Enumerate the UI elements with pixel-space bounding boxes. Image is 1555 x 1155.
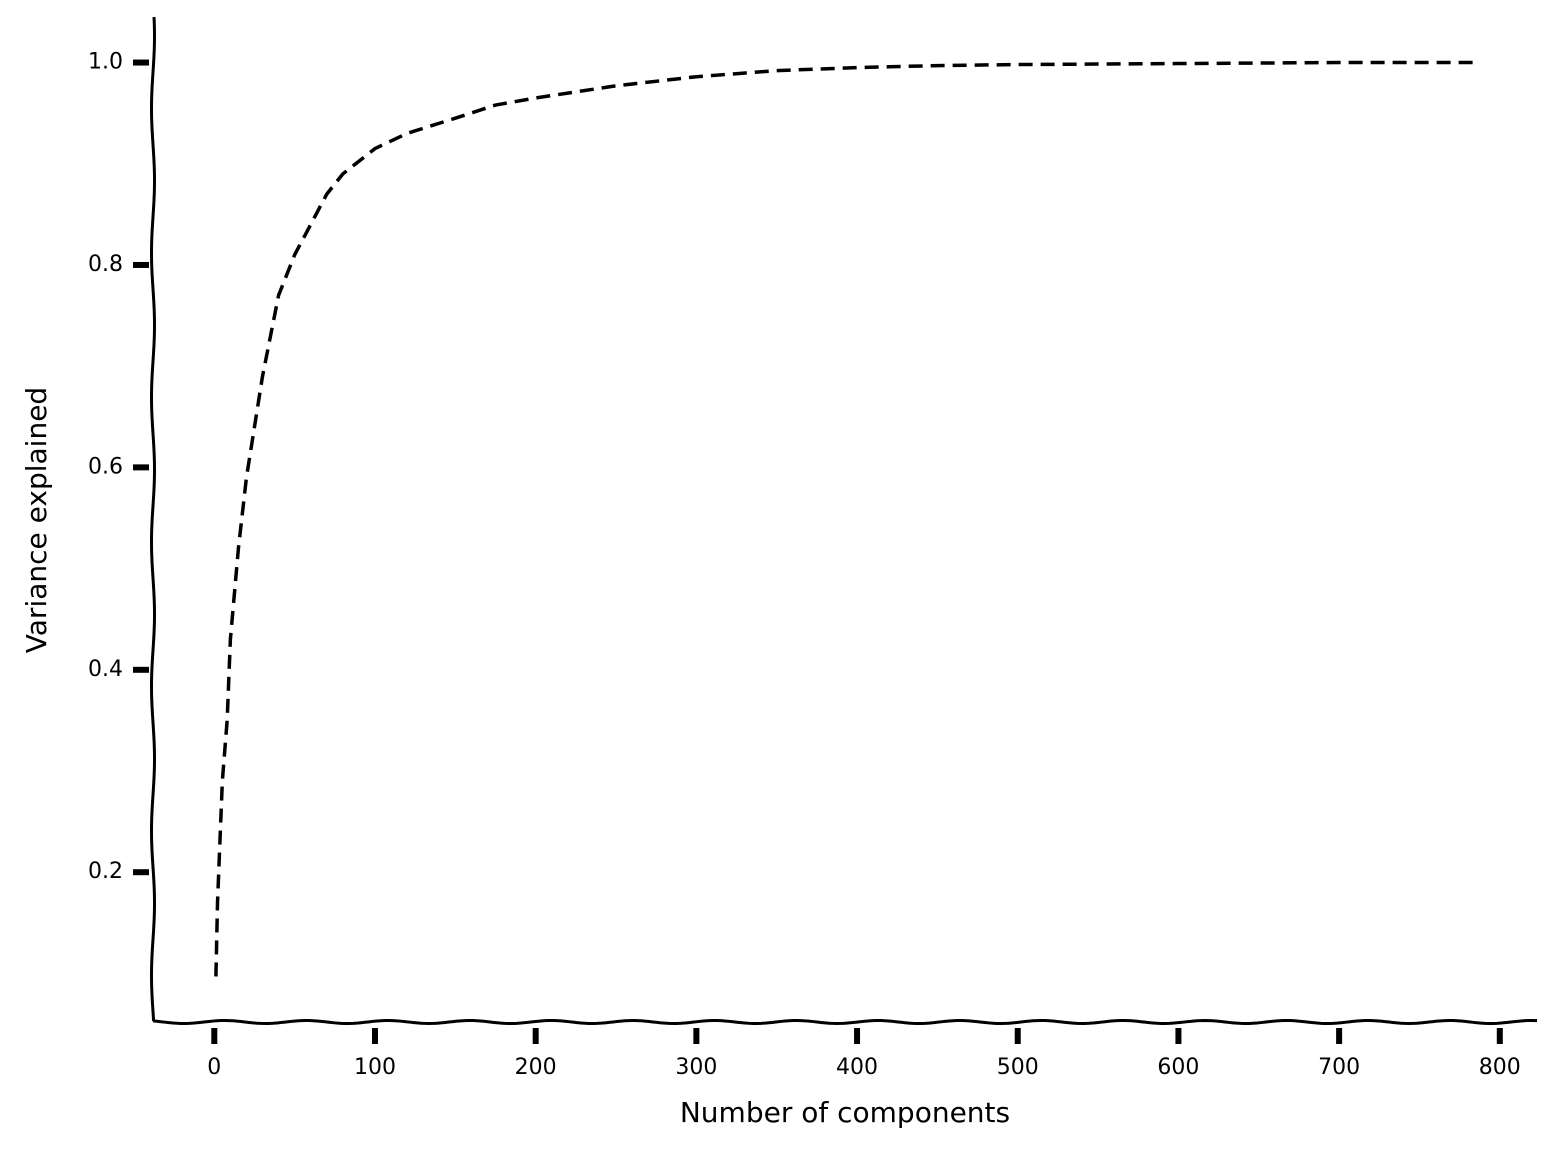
x-tick-label: 300	[675, 1055, 717, 1080]
x-axis-label: Number of components	[680, 1096, 1010, 1129]
y-tick-label: 0.6	[88, 454, 123, 479]
x-tick-label: 100	[354, 1055, 396, 1080]
y-axis-spine	[149, 16, 157, 1022]
y-tick-label: 0.8	[88, 252, 123, 277]
y-axis-label: Variance explained	[20, 387, 53, 653]
data-line	[214, 60, 1475, 977]
x-tick-label: 200	[515, 1055, 557, 1080]
x-tick-label: 500	[997, 1055, 1039, 1080]
y-tick-label: 0.2	[88, 859, 123, 884]
x-tick-label: 800	[1479, 1055, 1521, 1080]
x-axis-spine	[152, 1018, 1538, 1026]
x-tick-label: 0	[207, 1055, 221, 1080]
x-tick-label: 600	[1157, 1055, 1199, 1080]
y-tick-label: 1.0	[88, 50, 123, 75]
x-tick-label: 400	[836, 1055, 878, 1080]
y-tick-label: 0.4	[88, 657, 123, 682]
x-tick-label: 700	[1318, 1055, 1360, 1080]
